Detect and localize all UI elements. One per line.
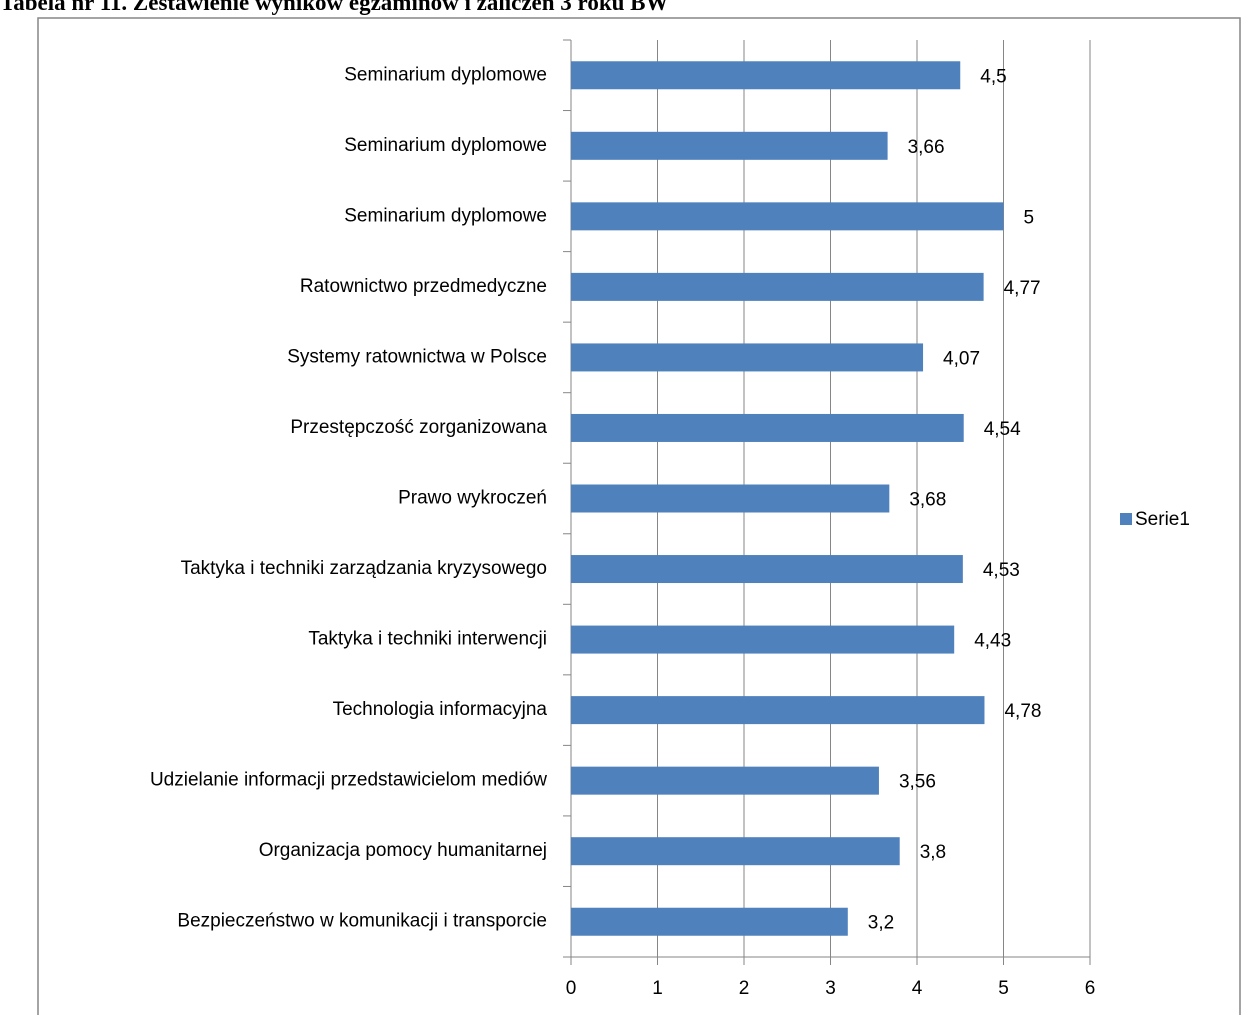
y-tick-label: Seminarium dyplomowe: [344, 135, 547, 156]
data-label: 4,78: [1004, 701, 1041, 722]
x-tick-label: 5: [998, 978, 1009, 999]
data-label: 4,53: [983, 560, 1020, 581]
x-tick-label: 3: [825, 978, 836, 999]
data-label: 4,54: [984, 419, 1021, 440]
data-label: 5: [1024, 207, 1035, 228]
y-tick-label: Systemy ratownictwa w Polsce: [287, 346, 547, 367]
bar: [571, 484, 890, 513]
x-tick-label: 4: [912, 978, 923, 999]
y-tick-label: Taktyka i techniki zarządzania kryzysowe…: [181, 558, 547, 579]
bar: [571, 766, 879, 795]
y-tick-label: Bezpieczeństwo w komunikacji i transporc…: [177, 911, 547, 932]
x-tick-label: 2: [739, 978, 750, 999]
x-tick-label: 6: [1085, 978, 1096, 999]
y-tick-label: Ratownictwo przedmedyczne: [300, 276, 547, 297]
y-tick-label: Technologia informacyjna: [333, 699, 548, 720]
data-label: 3,66: [908, 137, 945, 158]
bar: [571, 696, 985, 725]
data-label: 4,5: [980, 66, 1006, 87]
bar: [571, 837, 900, 866]
bar: [571, 202, 1004, 231]
bar: [571, 131, 888, 160]
data-label: 4,07: [943, 348, 980, 369]
bar: [571, 625, 955, 654]
data-label: 4,77: [1004, 278, 1041, 299]
x-tick-label: 1: [652, 978, 663, 999]
bar: [571, 907, 848, 936]
data-label: 3,68: [909, 490, 946, 511]
bar: [571, 61, 961, 90]
y-tick-label: Przestępczość zorganizowana: [290, 417, 547, 438]
y-tick-label: Seminarium dyplomowe: [344, 205, 547, 226]
data-label: 4,43: [974, 631, 1011, 652]
legend-label: Serie1: [1135, 509, 1190, 530]
y-tick-label: Organizacja pomocy humanitarnej: [259, 840, 547, 861]
y-tick-label: Taktyka i techniki interwencji: [308, 629, 547, 650]
chart-frame: [37, 17, 1241, 1015]
x-tick-label: 0: [566, 978, 577, 999]
chart-title: Tabela nr 11. Zestawienie wyników egzami…: [0, 0, 669, 15]
y-tick-label: Udzielanie informacji przedstawicielom m…: [150, 770, 547, 791]
bar: [571, 555, 963, 584]
bar: [571, 413, 964, 442]
y-tick-label: Seminarium dyplomowe: [344, 64, 547, 85]
bar: [571, 272, 984, 301]
data-label: 3,56: [899, 772, 936, 793]
data-label: 3,2: [868, 913, 894, 934]
legend-swatch: [1120, 513, 1132, 525]
data-label: 3,8: [920, 842, 946, 863]
bar: [571, 343, 924, 372]
y-tick-label: Prawo wykroczeń: [398, 488, 547, 509]
